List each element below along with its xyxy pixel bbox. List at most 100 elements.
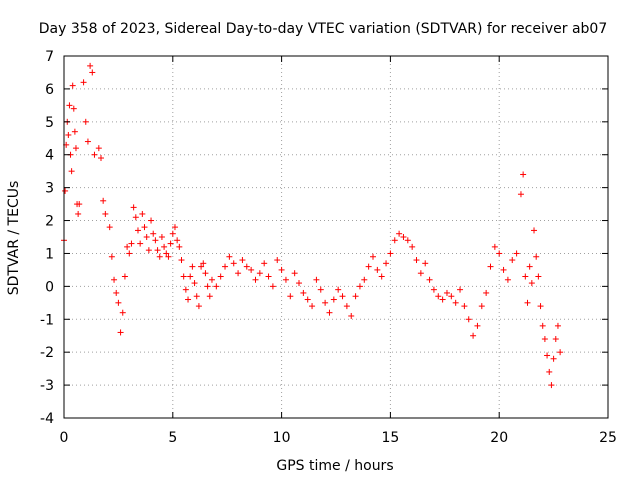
data-point — [483, 289, 490, 296]
data-point — [528, 280, 535, 287]
data-point — [541, 336, 548, 343]
data-point — [296, 280, 303, 287]
y-axis-label: SDTVAR / TECUs — [6, 181, 22, 296]
data-point — [239, 257, 246, 264]
x-axis-label: GPS time / hours — [276, 458, 393, 474]
x-tick-label: 0 — [60, 430, 69, 446]
data-point — [417, 270, 424, 277]
data-point — [374, 266, 381, 273]
data-point — [356, 283, 363, 290]
data-point — [176, 243, 183, 250]
data-point — [546, 368, 553, 375]
data-point — [145, 247, 152, 254]
data-point — [531, 227, 538, 234]
data-point — [509, 257, 516, 264]
data-point — [158, 234, 165, 240]
data-point — [154, 247, 161, 254]
data-point — [348, 312, 355, 319]
data-point — [544, 352, 551, 359]
data-point — [287, 293, 294, 300]
data-point — [435, 293, 442, 300]
x-tick-label: 5 — [168, 430, 177, 446]
data-point — [443, 289, 450, 296]
data-point — [141, 224, 148, 231]
data-point — [439, 296, 446, 303]
y-tick-label: -3 — [40, 378, 54, 394]
data-point — [95, 145, 102, 152]
y-tick-label: 4 — [45, 148, 54, 164]
data-point — [117, 329, 124, 336]
y-tick-label: 6 — [45, 82, 54, 98]
data-point — [82, 118, 89, 125]
data-point — [552, 336, 559, 343]
x-tick-label: 20 — [490, 430, 508, 446]
data-point — [202, 270, 209, 277]
data-point — [309, 303, 316, 310]
data-point — [261, 260, 268, 267]
data-point — [256, 270, 263, 277]
data-point — [383, 260, 390, 267]
data-point — [243, 263, 250, 270]
data-point — [167, 240, 174, 247]
data-point — [70, 105, 77, 112]
x-tick-label: 15 — [381, 430, 399, 446]
data-point — [278, 266, 285, 273]
data-point — [548, 382, 555, 389]
data-point — [137, 240, 144, 247]
data-point — [189, 263, 196, 270]
data-point — [124, 243, 131, 250]
data-point — [413, 257, 420, 264]
data-point — [156, 253, 163, 260]
data-point — [409, 243, 416, 250]
data-point — [339, 293, 346, 300]
data-point — [426, 276, 433, 283]
data-point — [478, 303, 485, 310]
y-tick-label: 7 — [45, 49, 54, 65]
data-point — [115, 299, 122, 306]
data-point — [300, 289, 307, 296]
data-point — [461, 303, 468, 310]
data-point — [206, 293, 213, 300]
data-point — [139, 210, 146, 217]
data-point — [134, 227, 141, 234]
data-point — [97, 155, 104, 162]
data-point — [69, 82, 76, 89]
data-point — [396, 230, 403, 237]
data-point — [524, 299, 531, 306]
data-point — [491, 243, 498, 250]
data-point — [533, 253, 540, 260]
data-point — [448, 293, 455, 300]
data-point — [252, 276, 259, 283]
data-point — [87, 62, 94, 69]
data-point — [191, 280, 198, 287]
data-point — [274, 257, 281, 264]
data-point — [178, 257, 185, 264]
data-point — [150, 230, 157, 237]
data-point — [430, 286, 437, 293]
data-point — [378, 273, 385, 280]
data-point — [369, 253, 376, 260]
data-point — [200, 260, 207, 267]
data-point — [326, 309, 333, 316]
chart-title: Day 358 of 2023, Sidereal Day-to-day VTE… — [39, 21, 608, 37]
data-point — [322, 299, 329, 306]
data-point — [208, 276, 215, 283]
data-point — [304, 296, 311, 303]
data-point — [100, 197, 107, 204]
data-point — [457, 286, 464, 293]
data-point — [235, 270, 242, 277]
data-point — [66, 102, 73, 109]
data-point — [126, 250, 133, 257]
data-point — [335, 286, 342, 293]
data-point — [161, 243, 168, 250]
data-point — [317, 286, 324, 293]
data-point — [361, 276, 368, 283]
data-point — [520, 171, 527, 178]
data-point — [557, 349, 564, 356]
data-point — [474, 322, 481, 329]
data-point — [121, 273, 128, 280]
x-tick-label: 10 — [273, 430, 291, 446]
data-point — [522, 273, 529, 280]
